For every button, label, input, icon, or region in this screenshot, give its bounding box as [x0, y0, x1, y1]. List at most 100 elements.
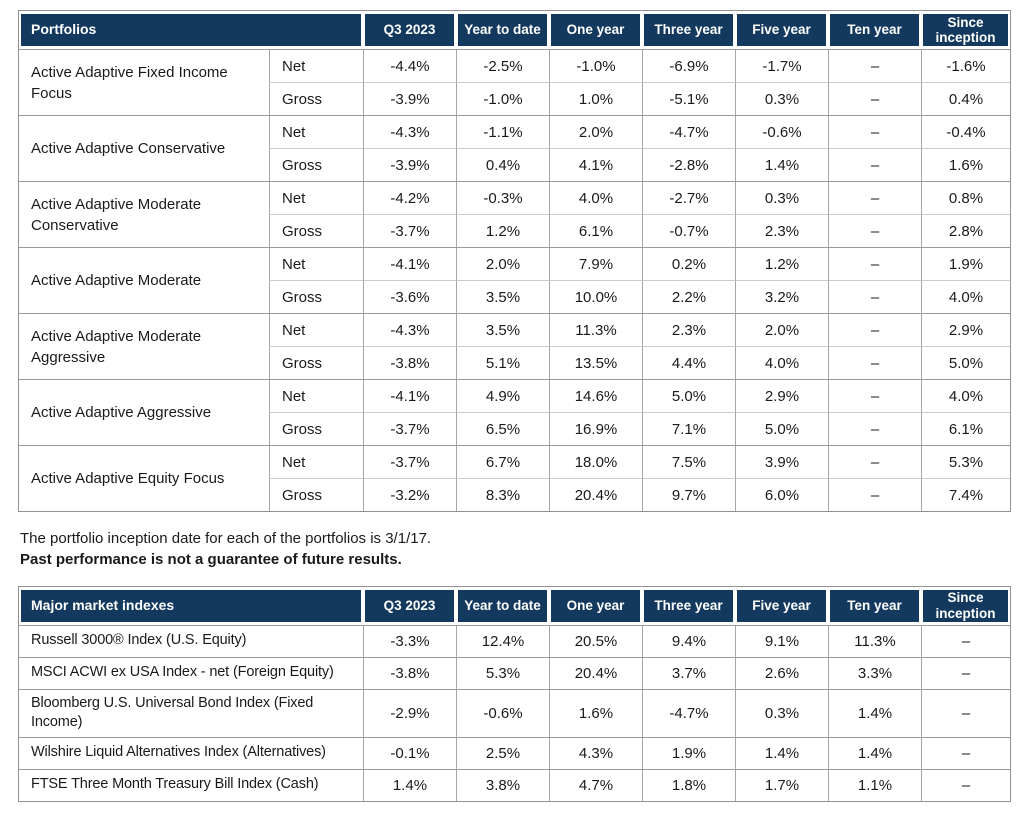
value-cell: 7.5%	[642, 445, 735, 478]
value-cell: -4.7%	[642, 688, 735, 737]
value-cell: 1.7%	[735, 768, 828, 801]
value-cell: 4.0%	[921, 280, 1010, 313]
value-cell: 3.5%	[456, 280, 549, 313]
value-cell: –	[828, 280, 921, 313]
portfolio-name: Active Adaptive Conservative	[19, 115, 269, 181]
portfolios-table: Portfolios Q3 2023 Year to date One year…	[18, 10, 1011, 512]
value-cell: 3.7%	[642, 656, 735, 689]
portfolios-table-header: Portfolios Q3 2023 Year to date One year…	[19, 11, 1010, 49]
value-cell: 6.7%	[456, 445, 549, 478]
value-cell: 2.3%	[735, 214, 828, 247]
value-cell: 6.5%	[456, 412, 549, 445]
value-cell: 0.4%	[921, 82, 1010, 115]
value-cell: 20.5%	[549, 624, 642, 657]
column-header-three-year: Three year	[644, 14, 733, 46]
value-cell: 12.4%	[456, 624, 549, 657]
value-cell: 4.0%	[921, 379, 1010, 412]
indexes-table: Major market indexes Q3 2023 Year to dat…	[18, 585, 1011, 802]
value-cell: -3.6%	[363, 280, 456, 313]
value-cell: –	[921, 736, 1010, 769]
value-cell: 1.4%	[828, 688, 921, 737]
column-header-year-to-date: Year to date	[458, 14, 547, 46]
value-cell: 20.4%	[549, 656, 642, 689]
value-cell: 1.4%	[735, 148, 828, 181]
column-header-five-year: Five year	[737, 14, 826, 46]
portfolio-name: Active Adaptive Aggressive	[19, 379, 269, 445]
value-cell: -1.6%	[921, 49, 1010, 82]
value-cell: -0.6%	[456, 688, 549, 737]
value-cell: 4.7%	[549, 768, 642, 801]
value-cell: 2.9%	[735, 379, 828, 412]
indexes-table-body: Russell 3000® Index (U.S. Equity) -3.3% …	[19, 624, 1010, 801]
value-cell: 0.3%	[735, 181, 828, 214]
value-cell: –	[828, 49, 921, 82]
value-cell: 16.9%	[549, 412, 642, 445]
net-row-label: Net	[269, 115, 363, 148]
value-cell: -1.7%	[735, 49, 828, 82]
value-cell: –	[921, 624, 1010, 657]
value-cell: –	[828, 346, 921, 379]
value-cell: 10.0%	[549, 280, 642, 313]
value-cell: 13.5%	[549, 346, 642, 379]
value-cell: 0.8%	[921, 181, 1010, 214]
portfolio-name: Active Adaptive Fixed Income Focus	[19, 49, 269, 115]
portfolio-name: Active Adaptive Moderate	[19, 247, 269, 313]
value-cell: 1.4%	[828, 736, 921, 769]
column-header-year-to-date: Year to date	[458, 589, 547, 622]
value-cell: -4.7%	[642, 115, 735, 148]
value-cell: 1.9%	[642, 736, 735, 769]
value-cell: -2.8%	[642, 148, 735, 181]
value-cell: 1.6%	[921, 148, 1010, 181]
column-header-q3-2023: Q3 2023	[365, 14, 454, 46]
value-cell: 3.3%	[828, 656, 921, 689]
value-cell: 0.2%	[642, 247, 735, 280]
column-header-one-year: One year	[551, 589, 640, 622]
past-performance-disclaimer: Past performance is not a guarantee of f…	[20, 551, 402, 569]
value-cell: -2.5%	[456, 49, 549, 82]
value-cell: 2.8%	[921, 214, 1010, 247]
value-cell: 5.3%	[921, 445, 1010, 478]
value-cell: -0.6%	[735, 115, 828, 148]
index-name: Wilshire Liquid Alternatives Index (Alte…	[19, 736, 363, 769]
value-cell: 0.3%	[735, 688, 828, 737]
value-cell: 4.0%	[735, 346, 828, 379]
value-cell: -4.3%	[363, 115, 456, 148]
value-cell: -1.0%	[456, 82, 549, 115]
value-cell: –	[828, 82, 921, 115]
value-cell: -4.4%	[363, 49, 456, 82]
value-cell: –	[921, 688, 1010, 737]
value-cell: 7.9%	[549, 247, 642, 280]
value-cell: –	[828, 148, 921, 181]
value-cell: 9.1%	[735, 624, 828, 657]
column-header-three-year: Three year	[644, 589, 733, 622]
value-cell: 14.6%	[549, 379, 642, 412]
value-cell: 1.0%	[549, 82, 642, 115]
index-name: Russell 3000® Index (U.S. Equity)	[19, 624, 363, 657]
value-cell: 3.9%	[735, 445, 828, 478]
value-cell: -0.3%	[456, 181, 549, 214]
value-cell: –	[921, 656, 1010, 689]
inception-note: The portfolio inception date for each of…	[20, 530, 432, 547]
column-header-one-year: One year	[551, 14, 640, 46]
value-cell: 11.3%	[549, 313, 642, 346]
value-cell: 3.5%	[456, 313, 549, 346]
value-cell: 7.4%	[921, 478, 1010, 511]
value-cell: 2.3%	[642, 313, 735, 346]
value-cell: 9.7%	[642, 478, 735, 511]
value-cell: 6.1%	[549, 214, 642, 247]
value-cell: -5.1%	[642, 82, 735, 115]
value-cell: -3.7%	[363, 214, 456, 247]
value-cell: 4.4%	[642, 346, 735, 379]
value-cell: 18.0%	[549, 445, 642, 478]
value-cell: 9.4%	[642, 624, 735, 657]
portfolio-name: Active Adaptive Moderate Conservative	[19, 181, 269, 247]
value-cell: -0.7%	[642, 214, 735, 247]
value-cell: 1.4%	[363, 768, 456, 801]
value-cell: 3.2%	[735, 280, 828, 313]
net-row-label: Net	[269, 49, 363, 82]
value-cell: -3.7%	[363, 412, 456, 445]
column-header-q3-2023: Q3 2023	[365, 589, 454, 622]
net-row-label: Net	[269, 379, 363, 412]
value-cell: –	[828, 445, 921, 478]
value-cell: -0.1%	[363, 736, 456, 769]
